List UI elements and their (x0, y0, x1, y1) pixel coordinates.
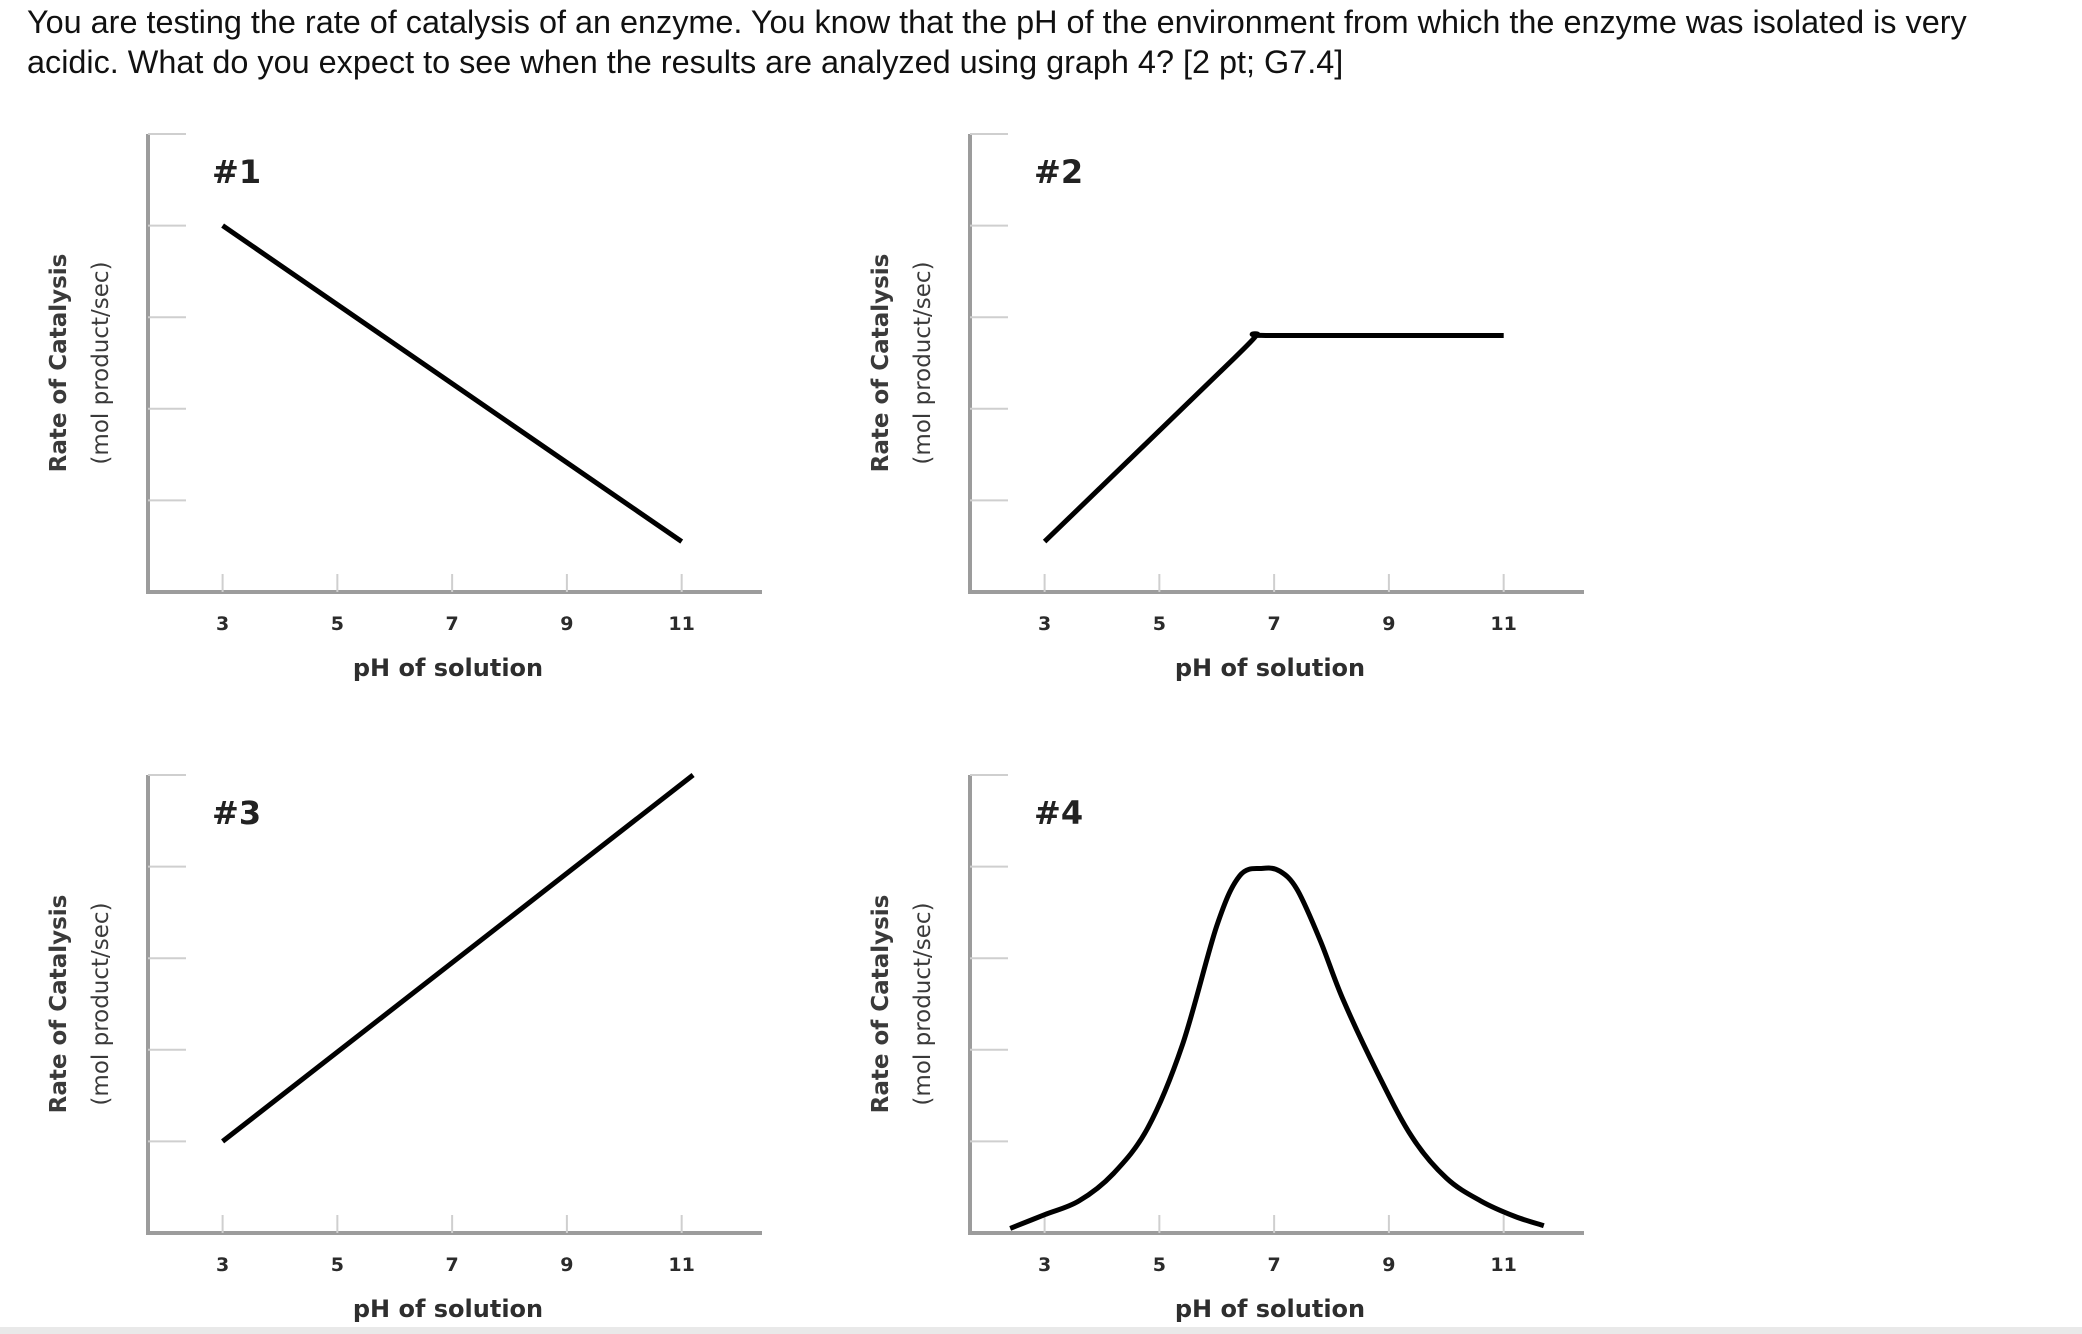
chart-1-axes (146, 134, 762, 594)
chart-3-series-line (221, 773, 695, 1144)
chart-1: 3 5 7 9 11 #1 pH of solution Rate of Catalysis (… (46, 133, 762, 682)
chart-2-y-label: Rate of Catalysis (868, 254, 894, 473)
chart-3-x-tick-label: 7 (446, 1254, 459, 1276)
chart-2-title: #2 (1034, 153, 1083, 191)
chart-4-axes (968, 775, 1584, 1235)
bottom-edge (0, 1327, 2082, 1334)
chart-1-x-tick-label: 9 (560, 613, 573, 635)
chart-4: 3 5 7 9 11 #4 pH of solution Rate of Catalysis (… (868, 774, 1584, 1323)
chart-4-x-tick-label: 5 (1153, 1254, 1166, 1276)
chart-4-title: #4 (1034, 794, 1083, 832)
chart-2-x-tick-label: 7 (1268, 613, 1281, 635)
chart-4-series-line (1009, 865, 1545, 1231)
chart-1-x-tick-label: 5 (331, 613, 344, 635)
chart-3: 3 5 7 9 11 #3 pH of solution Rate of Catalysis (… (46, 773, 762, 1323)
chart-4-x-tick-label: 7 (1268, 1254, 1281, 1276)
chart-2-x-tick-label: 5 (1153, 613, 1166, 635)
chart-2-x-tick-label: 9 (1382, 613, 1395, 635)
chart-1-series-line (221, 223, 684, 544)
chart-3-axes (146, 775, 762, 1235)
chart-3-x-label: pH of solution (353, 1295, 543, 1323)
chart-1-x-tick-label: 3 (216, 613, 229, 635)
chart-4-x-tick-label: 9 (1382, 1254, 1395, 1276)
chart-3-x-tick-label: 3 (216, 1254, 229, 1276)
chart-1-x-label: pH of solution (353, 654, 543, 682)
chart-2-x-tick-label: 11 (1490, 613, 1516, 635)
chart-4-x-label: pH of solution (1175, 1295, 1365, 1323)
chart-2-x-label: pH of solution (1175, 654, 1365, 682)
question-text: You are testing the rate of catalysis of… (27, 4, 1967, 80)
chart-1-y-label-unit: (mol product/sec) (88, 261, 114, 464)
chart-2-axes (968, 134, 1584, 594)
chart-1-y-label: Rate of Catalysis (46, 254, 72, 473)
chart-3-x-tick-label: 11 (668, 1254, 694, 1276)
chart-1-x-tick-label: 11 (668, 613, 694, 635)
chart-1-title: #1 (212, 153, 261, 191)
chart-2-series-line (1042, 331, 1504, 544)
chart-4-y-label: Rate of Catalysis (868, 895, 894, 1114)
chart-3-y-label-unit: (mol product/sec) (88, 902, 114, 1105)
chart-2: 3 5 7 9 11 #2 pH of solution Rate of Catalysis (… (868, 133, 1584, 682)
chart-2-x-tick-label: 3 (1038, 613, 1051, 635)
chart-4-x-tick-label: 3 (1038, 1254, 1051, 1276)
chart-1-x-tick-label: 7 (446, 613, 459, 635)
chart-4-y-label-unit: (mol product/sec) (910, 902, 936, 1105)
chart-3-x-tick-label: 5 (331, 1254, 344, 1276)
chart-3-title: #3 (212, 794, 261, 832)
chart-3-y-label: Rate of Catalysis (46, 895, 72, 1114)
chart-3-x-tick-label: 9 (560, 1254, 573, 1276)
chart-2-y-label-unit: (mol product/sec) (910, 261, 936, 464)
chart-4-x-tick-label: 11 (1490, 1254, 1516, 1276)
